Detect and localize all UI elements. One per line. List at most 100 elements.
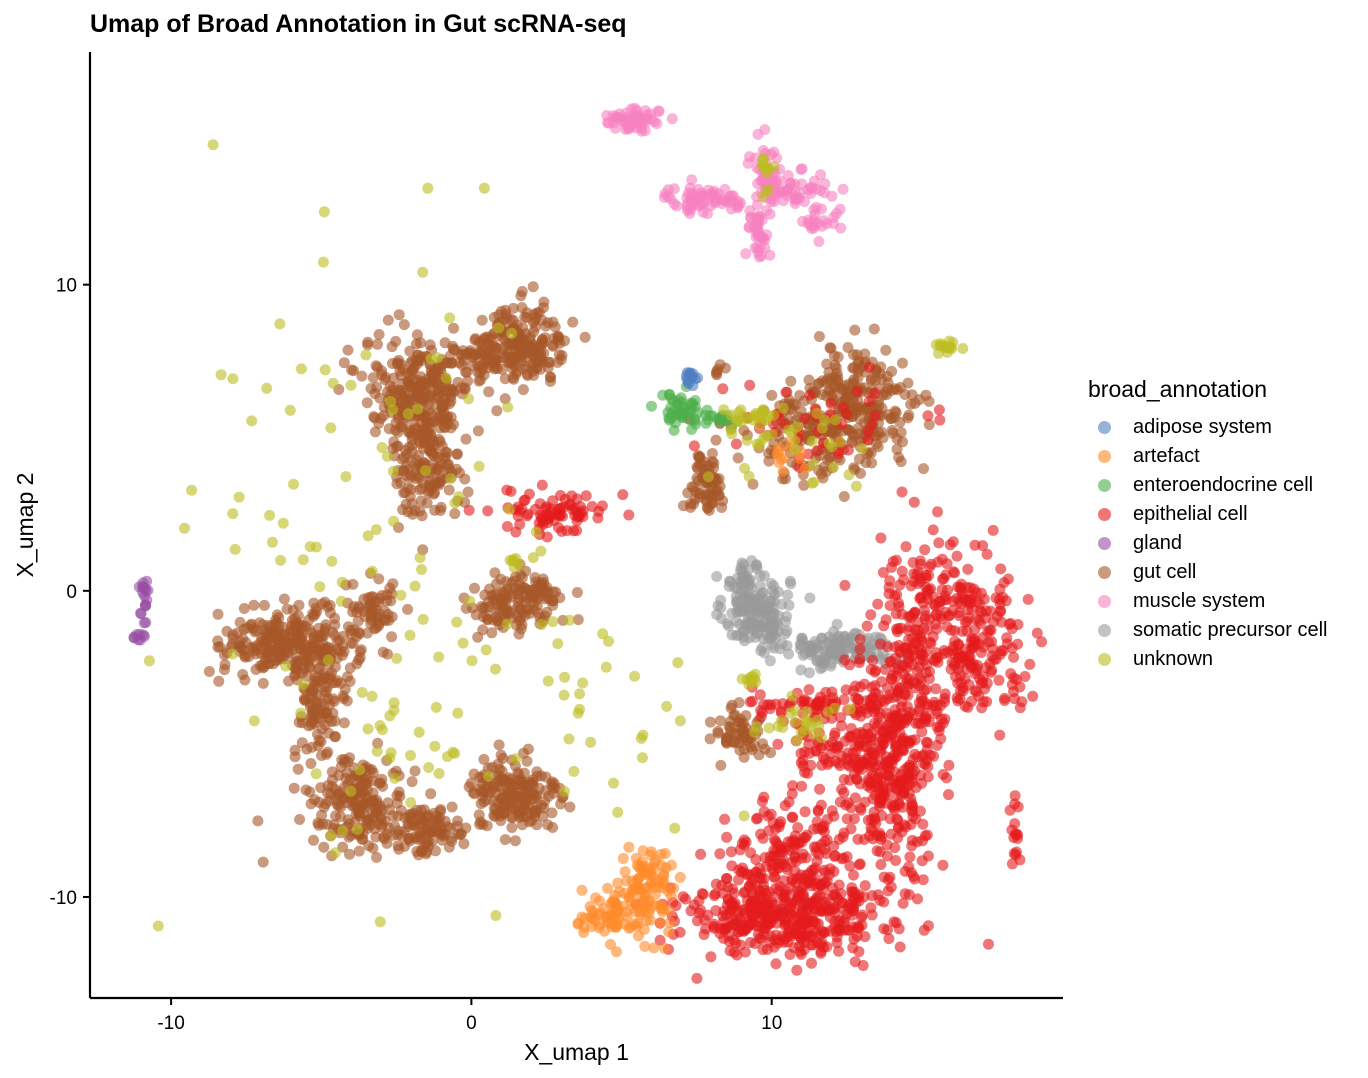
legend-label: muscle system [1133, 590, 1266, 612]
data-point [897, 357, 908, 369]
data-point [914, 702, 925, 714]
data-point [501, 521, 513, 532]
data-point [391, 652, 403, 664]
data-point [384, 710, 396, 722]
data-point [348, 601, 360, 613]
data-point [295, 363, 307, 375]
data-point [701, 502, 713, 514]
data-point [666, 408, 678, 420]
legend-key-dot [1098, 479, 1111, 492]
data-point [856, 443, 868, 455]
data-point [469, 349, 480, 361]
data-point [257, 856, 269, 868]
data-point [807, 458, 819, 470]
data-point [301, 648, 313, 660]
data-point [968, 639, 980, 651]
data-point [405, 394, 417, 406]
data-point [710, 434, 722, 446]
data-point [922, 920, 934, 932]
data-point [772, 738, 784, 750]
data-point [839, 579, 851, 591]
data-point [938, 594, 950, 606]
data-point [866, 909, 878, 921]
y-tick-label: -10 [50, 888, 77, 909]
data-point [842, 444, 854, 456]
series-muscle-system [601, 102, 849, 263]
data-point [885, 881, 897, 893]
data-point [461, 366, 473, 378]
data-point [737, 566, 749, 577]
data-point [376, 369, 388, 381]
data-point [606, 918, 618, 930]
data-point [317, 638, 329, 650]
data-point [443, 484, 455, 496]
data-point [922, 761, 934, 773]
data-point [821, 358, 833, 370]
data-point [603, 635, 614, 647]
data-point [508, 554, 519, 566]
data-point [744, 379, 756, 391]
data-point [817, 821, 829, 833]
data-point [344, 774, 356, 786]
data-point [852, 423, 864, 434]
data-point [476, 314, 488, 326]
data-point [617, 489, 629, 501]
data-point [859, 703, 871, 715]
data-point [739, 946, 751, 958]
points-layer [128, 102, 1048, 984]
legend-label: artefact [1133, 445, 1200, 467]
data-point [354, 652, 366, 664]
data-point [308, 633, 320, 645]
data-point [405, 797, 417, 808]
data-point [246, 415, 258, 427]
data-point [1005, 668, 1017, 680]
data-point [234, 616, 246, 628]
data-point [711, 609, 723, 620]
data-point [852, 833, 864, 845]
data-point [440, 372, 452, 384]
data-point [856, 909, 868, 921]
data-point [259, 654, 271, 665]
data-point [759, 606, 771, 618]
data-point [290, 651, 302, 663]
data-point [921, 829, 933, 841]
data-point [880, 344, 892, 356]
data-point [214, 641, 226, 653]
data-point [354, 764, 366, 776]
legend-label: enteroendocrine cell [1133, 474, 1314, 496]
data-point [495, 573, 507, 585]
data-point [304, 661, 316, 673]
data-point [566, 490, 578, 502]
data-point [232, 627, 243, 639]
data-point [804, 592, 816, 604]
data-point [872, 598, 884, 610]
data-point [478, 182, 490, 194]
data-point [446, 835, 458, 847]
data-point [233, 491, 245, 503]
data-point [412, 403, 424, 415]
data-point [764, 703, 776, 715]
data-point [921, 659, 933, 671]
data-point [925, 638, 937, 650]
data-point [521, 779, 533, 791]
data-point [739, 925, 750, 937]
data-point [721, 831, 733, 843]
data-point [406, 498, 418, 510]
data-point [212, 608, 224, 620]
data-point [831, 891, 842, 903]
data-point [750, 212, 762, 224]
data-point [140, 617, 152, 628]
data-point [536, 479, 548, 491]
data-point [968, 583, 980, 595]
data-point [339, 757, 351, 768]
data-point [227, 508, 239, 520]
data-point [446, 801, 458, 813]
data-point [844, 659, 856, 671]
data-point [640, 113, 652, 125]
data-point [374, 916, 386, 928]
data-point [882, 782, 894, 794]
data-point [896, 608, 908, 620]
data-point [816, 878, 828, 890]
data-point [483, 386, 495, 398]
data-point [326, 555, 338, 567]
